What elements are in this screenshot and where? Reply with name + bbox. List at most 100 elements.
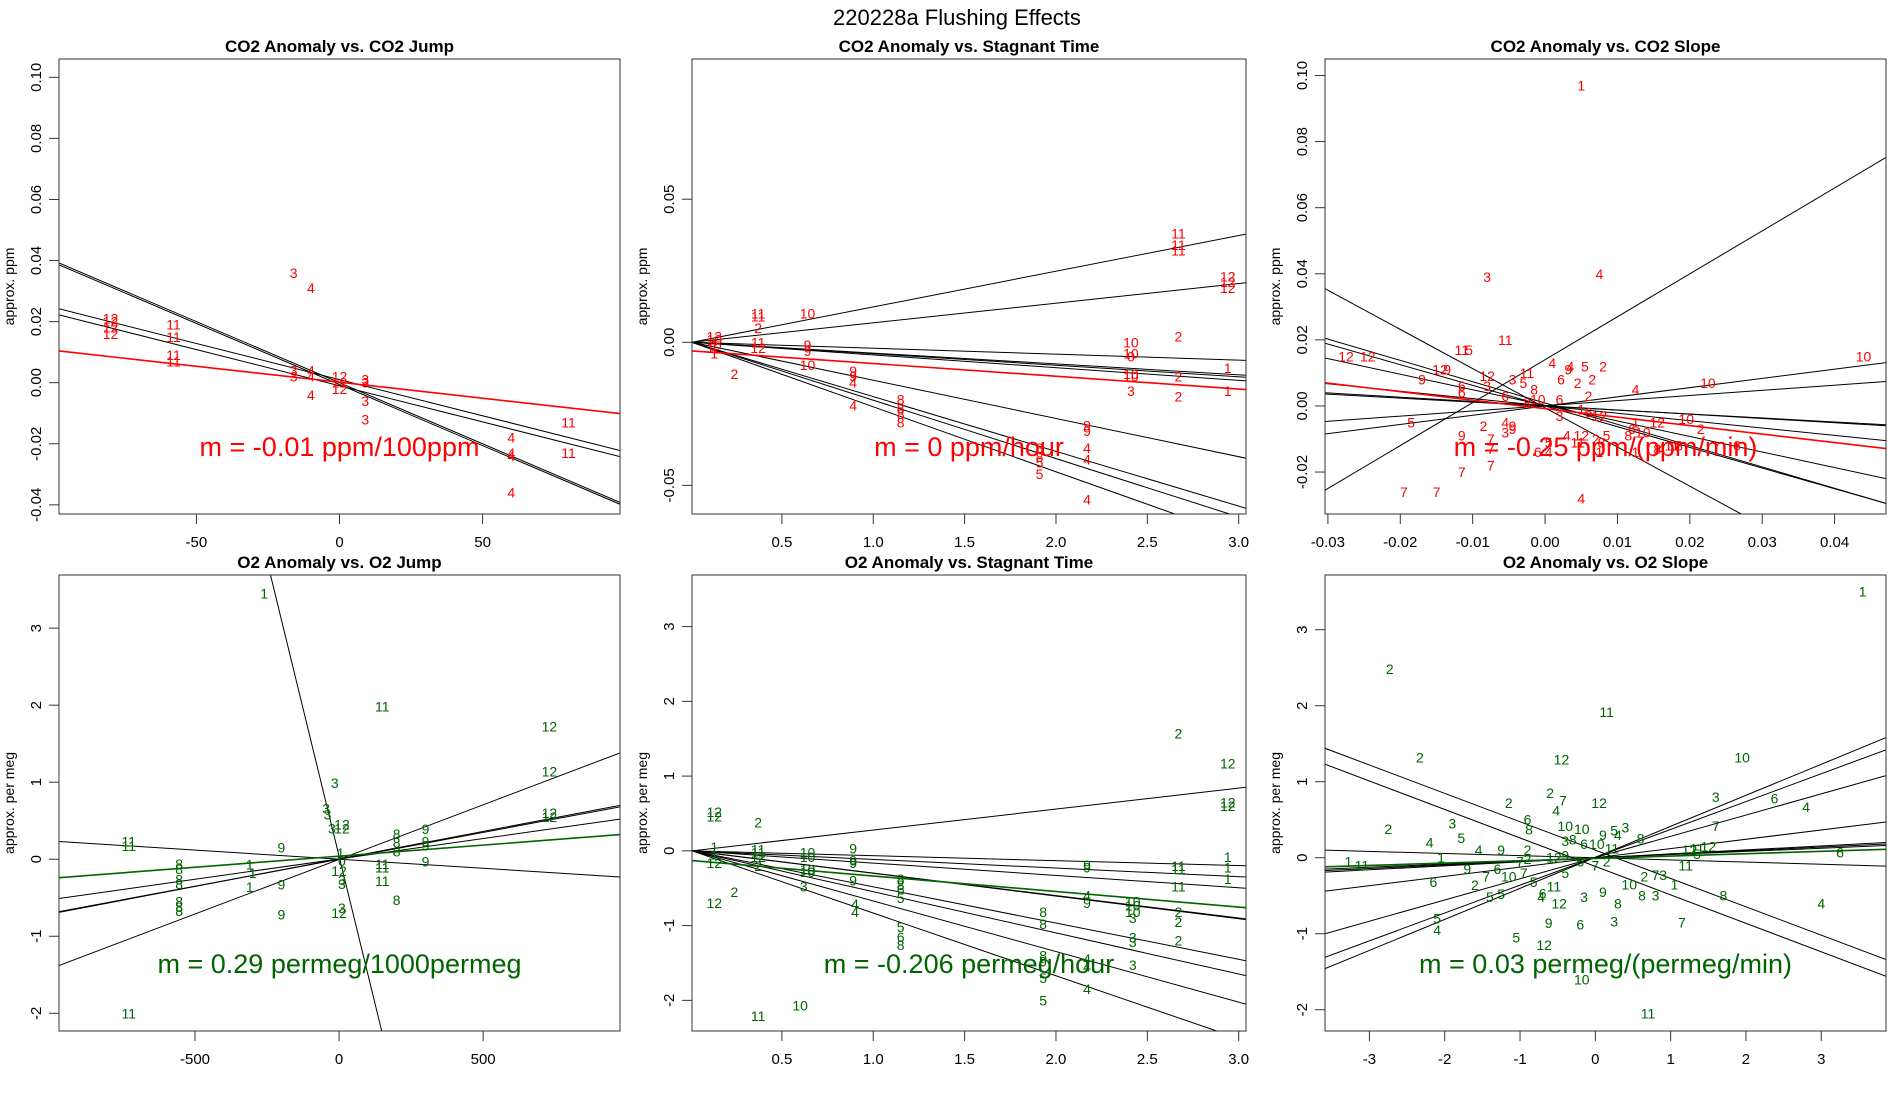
data-point: 10 — [1501, 869, 1517, 885]
fit-line — [692, 341, 1175, 514]
y-tick-label: 0.05 — [661, 185, 678, 214]
data-point: 11 — [1498, 332, 1513, 348]
data-point: 1 — [710, 839, 718, 855]
data-point: 5 — [1610, 822, 1618, 838]
data-point: 6 — [1458, 385, 1466, 401]
fit-line — [1325, 288, 1742, 514]
data-point: 2 — [1471, 877, 1479, 893]
data-point: 1 — [1224, 360, 1232, 376]
data-point: 1 — [337, 845, 345, 861]
data-point: 12 — [334, 820, 350, 836]
data-point: 3 — [1652, 888, 1660, 904]
fit-line — [1325, 337, 1886, 504]
data-point: 6 — [1501, 388, 1509, 404]
data-point: 7 — [1482, 869, 1490, 885]
data-point: 9 — [1443, 362, 1451, 378]
data-point: 8 — [897, 400, 905, 416]
data-point: 11 — [751, 309, 766, 325]
fit-line — [692, 786, 1246, 852]
data-point: 2 — [1174, 914, 1182, 930]
data-point: 10 — [1635, 424, 1651, 440]
data-point: 5 — [1512, 930, 1520, 946]
data-point: 5 — [1465, 342, 1473, 358]
data-point: 12 — [332, 381, 348, 397]
x-tick-label: 0.5 — [771, 534, 792, 551]
data-point: 9 — [1463, 861, 1471, 877]
data-point: 10 — [800, 357, 816, 373]
overall-fit-line — [59, 350, 620, 415]
fit-line — [692, 850, 1246, 1005]
x-tick-label: 1.5 — [954, 1051, 975, 1068]
data-point: 12 — [331, 863, 347, 879]
panel-title: CO2 Anomaly vs. CO2 Slope — [1491, 37, 1721, 56]
data-point: 2 — [1599, 358, 1607, 374]
data-point: 2 — [754, 858, 762, 874]
data-point: 1 — [1224, 859, 1232, 875]
data-point: 7 — [1520, 865, 1528, 881]
data-point: 4 — [851, 904, 859, 920]
data-point: 2 — [1524, 851, 1532, 867]
data-point: 4 — [307, 362, 315, 378]
x-tick-label: 0.04 — [1820, 534, 1849, 551]
data-point: 11 — [751, 841, 766, 857]
data-point: 4 — [1657, 441, 1665, 457]
data-point: 4 — [1083, 888, 1091, 904]
data-point: 9 — [804, 343, 812, 359]
data-point: 8 — [1036, 440, 1044, 456]
y-tick-label: 0.00 — [1294, 391, 1311, 420]
y-tick-label: -1 — [28, 930, 45, 943]
y-tick-label: 0.08 — [28, 124, 45, 153]
data-point: 2 — [1174, 329, 1182, 345]
data-point: 7 — [1400, 484, 1408, 500]
data-point: 8 — [1598, 434, 1606, 450]
x-tick-label: 0 — [335, 534, 343, 551]
data-point: 12 — [1220, 280, 1236, 296]
data-point: 6 — [897, 929, 905, 945]
x-tick-label: 0.01 — [1603, 534, 1632, 551]
y-axis-label: approx. per meg — [634, 752, 650, 854]
fit-line — [692, 850, 1217, 1031]
data-point: 4 — [1537, 889, 1545, 905]
data-point: 12 — [1554, 752, 1570, 768]
data-point: 10 — [800, 862, 816, 878]
fit-line — [1325, 775, 1886, 935]
data-point: 2 — [1174, 369, 1182, 385]
data-point: 4 — [1614, 827, 1622, 843]
data-point: 9 — [278, 877, 286, 893]
data-point: 12 — [750, 849, 766, 865]
data-point: 9 — [849, 363, 857, 379]
data-point: 11 — [375, 856, 390, 872]
data-point: 3 — [338, 900, 346, 916]
data-point: 10 — [1557, 818, 1573, 834]
data-point: 12 — [1536, 937, 1552, 953]
x-tick-label: -0.02 — [1383, 534, 1417, 551]
y-tick-label: 0.06 — [1294, 193, 1311, 222]
fit-line — [692, 341, 1246, 459]
data-point: 8 — [393, 826, 401, 842]
data-point: 1 — [1632, 444, 1640, 460]
y-tick-label: 0.02 — [28, 307, 45, 336]
data-point: 12 — [331, 905, 347, 921]
data-point: 3 — [1556, 408, 1564, 424]
data-point: 1 — [710, 847, 718, 863]
data-point: 12 — [707, 808, 723, 824]
fit-line — [692, 341, 1246, 361]
data-point: 11 — [751, 1008, 766, 1024]
data-point: 12 — [1551, 895, 1567, 911]
overall-fit-line — [1325, 382, 1886, 450]
data-point: 3 — [290, 369, 298, 385]
data-point: 11 — [375, 860, 390, 876]
data-point: 10 — [800, 864, 816, 880]
x-tick-label: 0.02 — [1675, 534, 1704, 551]
x-tick-label: 3.0 — [1228, 1051, 1249, 1068]
data-point: 12 — [1220, 798, 1236, 814]
data-point: 8 — [175, 856, 183, 872]
data-point: 5 — [1693, 846, 1701, 862]
data-point: 2 — [1603, 854, 1611, 870]
data-point: 4 — [1545, 444, 1553, 460]
data-point: 12 — [103, 320, 119, 336]
x-tick-label: 1.0 — [863, 534, 884, 551]
data-point: 1 — [710, 346, 718, 362]
